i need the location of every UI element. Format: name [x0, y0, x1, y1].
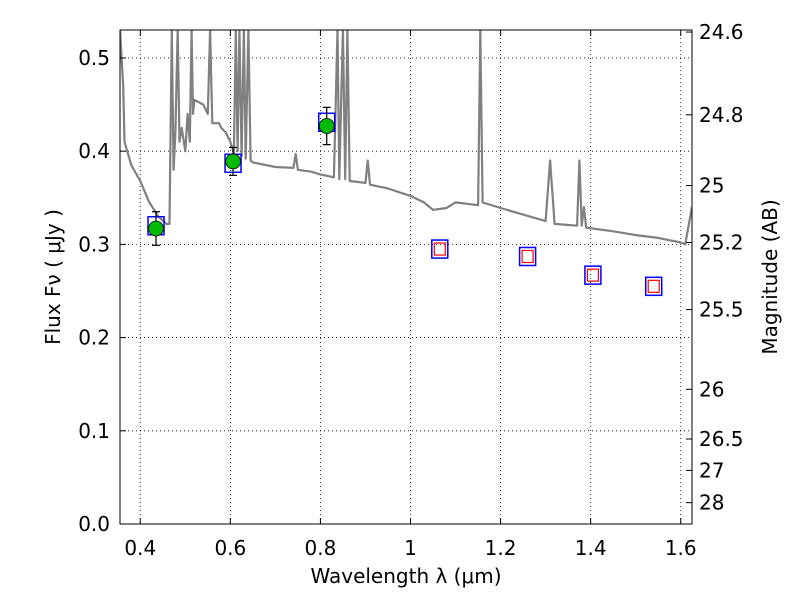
upper-limit-square-point: [647, 279, 660, 293]
axes-frame: [119, 29, 693, 525]
magnitude-tick-label: 24.8: [699, 103, 744, 127]
magnitude-tick-label: 25.2: [699, 231, 744, 255]
x-tick-label: 1.6: [665, 536, 697, 560]
magnitude-tick-label: 25: [699, 174, 724, 198]
ticks: 0.4 0.6 0.8 1 1.2 1.4 1.6 0.0 0.1 0.2 0.3 0.4 0.5 24.…: [78, 20, 743, 560]
y-tick-label: 0.1: [78, 419, 110, 443]
upper-limit-square-point: [521, 249, 534, 264]
x-tick-label: 1.4: [575, 536, 607, 560]
x-tick-label: 0.6: [214, 536, 246, 560]
model-square-point: [431, 239, 449, 259]
model-square-point: [644, 276, 663, 297]
plot-area: [120, 30, 692, 297]
magnitude-tick-label: 26: [699, 377, 724, 401]
y-tick-label: 0.5: [78, 46, 110, 70]
y-axis-label-left: Flux Fν ( μJy ): [41, 209, 65, 345]
magnitude-tick-label: 28: [699, 491, 724, 515]
magnitude-tick-label: 24.6: [699, 20, 744, 44]
template-spectrum-line: [120, 30, 692, 246]
model-square-point: [518, 246, 537, 267]
y-tick-label: 0.4: [78, 139, 110, 163]
y-tick-label: 0.3: [78, 232, 110, 256]
grid: [120, 30, 692, 525]
model-square-point: [584, 265, 602, 285]
magnitude-tick-label: 27: [699, 458, 724, 482]
x-tick-label: 1: [404, 536, 417, 560]
y-tick-label: 0.2: [78, 326, 110, 350]
upper-limit-square-point: [433, 242, 446, 256]
upper-limit-square-point: [586, 268, 600, 282]
x-tick-label: 0.8: [305, 536, 337, 560]
x-axis-label: Wavelength λ (μm): [310, 564, 501, 588]
magnitude-tick-label: 25.5: [699, 298, 744, 322]
observed-flux-point: [225, 153, 241, 170]
y-axis-label-right: Magnitude (AB): [758, 199, 782, 354]
observed-flux-point: [148, 220, 164, 237]
y-tick-label: 0.0: [78, 512, 110, 536]
x-tick-label: 0.4: [124, 536, 156, 560]
x-tick-label: 1.2: [485, 536, 517, 560]
observed-flux-point: [318, 118, 335, 134]
magnitude-tick-label: 26.5: [699, 427, 744, 451]
